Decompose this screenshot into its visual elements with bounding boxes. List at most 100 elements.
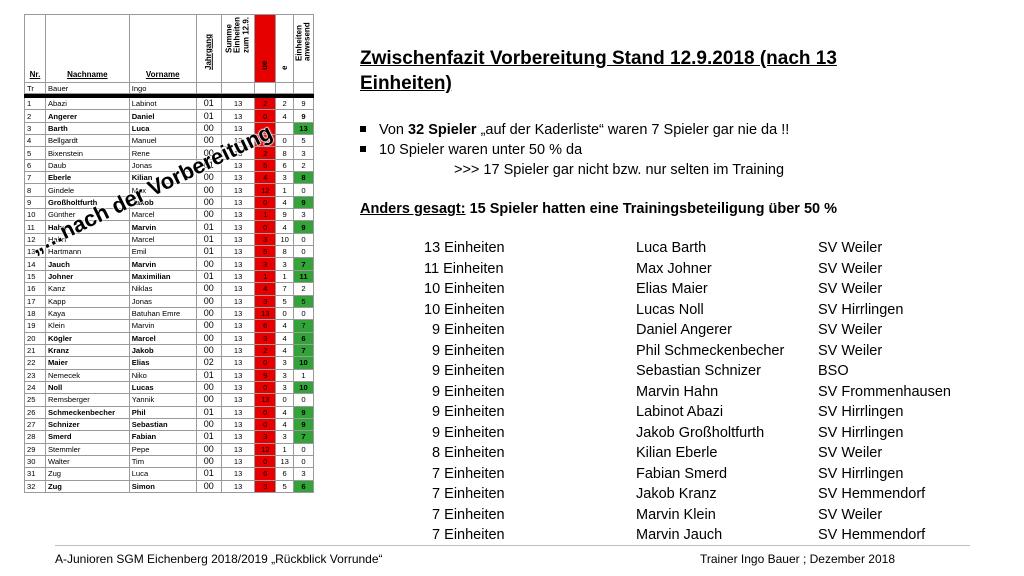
cell-nr: 6: [24, 158, 46, 173]
cell-vorname: Fabian: [128, 430, 197, 444]
cell-nr: 22: [24, 356, 46, 370]
cell-jahrgang: 00: [195, 121, 222, 136]
cell-vorname: Marvin: [128, 257, 197, 271]
cell-vorname: Yannik: [128, 393, 197, 407]
cell-nachname: Smerd: [44, 430, 130, 444]
best-club: SV Hirrlingen: [818, 404, 904, 420]
bullet-1-bold: 32 Spieler: [408, 122, 477, 138]
table-row: 3 Barth Luca 00 13 13: [24, 121, 314, 136]
table-row: 12 Hahn Marcel 01 13 3 10 0: [24, 232, 314, 247]
best-name: Lucas Noll: [636, 301, 704, 318]
best-name: Jakob Kranz: [636, 486, 717, 502]
cell-jahrgang: 00: [195, 134, 222, 148]
cell-vorname: Jonas: [128, 158, 197, 173]
best-name: Fabian Smerd: [636, 465, 728, 482]
cell-nr: 15: [24, 269, 46, 284]
list-item: 7 Einheiten Marvin Klein SV Weiler: [424, 505, 951, 526]
cell-anwesend: 6: [293, 479, 314, 494]
summary-prefix: Anders gesagt:: [360, 201, 466, 217]
table-row: 1 Abazi Labinot 01 13 2 2 9: [24, 96, 314, 111]
cell-vorname: Marcel: [128, 208, 197, 222]
cell-e: 1: [275, 269, 295, 284]
summary-line: Anders gesagt: 15 Spieler hatten eine Tr…: [360, 201, 837, 217]
cell-nachname: Hahn: [44, 232, 130, 247]
best-units: 13 Einheiten: [424, 240, 505, 256]
table-row: 9 Großholtfurth Jakob 00 13 0 4 9: [24, 195, 314, 210]
list-item: 13 Einheiten Luca Barth SV Weiler: [424, 238, 951, 259]
cell-jahrgang: 01: [195, 269, 222, 284]
cell-anwesend: 7: [293, 343, 314, 358]
cell-e: 4: [275, 319, 295, 333]
best-units: 9 Einheiten: [424, 383, 505, 400]
cell-nr: 20: [24, 331, 46, 345]
best-club: SV Weiler: [818, 281, 883, 297]
cell-jahrgang: 00: [195, 479, 222, 494]
cell-summe: 13: [220, 146, 256, 160]
cell-vorname: Niklas: [128, 282, 197, 296]
cell-jahrgang: 00: [195, 380, 222, 395]
cell-nachname: Johner: [44, 269, 130, 284]
cell-summe: 13: [220, 479, 256, 494]
header-nr: Nr.: [24, 14, 46, 83]
best-name: Elias Maier: [636, 281, 708, 297]
cell-e: 4: [275, 417, 295, 432]
cell-anwesend: 9: [293, 109, 314, 123]
cell-e: [275, 121, 295, 136]
cell-e: 4: [275, 405, 295, 419]
best-club: SV Weiler: [818, 260, 883, 277]
cell-nachname: Nemecek: [44, 368, 130, 382]
cell-vorname: Jakob: [128, 343, 197, 358]
cell-nachname: Kanz: [44, 282, 130, 296]
cell-jahrgang: 00: [195, 343, 222, 358]
cell-nachname: Kaya: [44, 306, 130, 321]
cell-anwesend: 9: [293, 417, 314, 432]
cell-e: 5: [275, 294, 295, 308]
cell-jahrgang: 00: [195, 442, 222, 456]
cell-e: 3: [275, 430, 295, 444]
cell-summe: 13: [220, 368, 256, 382]
cell-nr: 18: [24, 306, 46, 321]
cell-vorname: Jonas: [128, 294, 197, 308]
cell-jahrgang: 01: [195, 405, 222, 419]
cell-ue: 4: [254, 171, 277, 185]
list-item: 8 Einheiten Kilian Eberle SV Weiler: [424, 443, 951, 464]
cell-ue: 3: [254, 479, 277, 494]
cell-vorname: Jakob: [128, 195, 197, 210]
best-name: Marvin Jauch: [636, 527, 723, 543]
cell-ue: 3: [254, 294, 277, 308]
cell-jahrgang: 00: [195, 183, 222, 197]
cell-e: 3: [275, 368, 295, 382]
best-club: SV Hirrlingen: [818, 465, 904, 482]
cell-ue: 1: [254, 269, 277, 284]
cell-nr: 3: [24, 121, 46, 136]
cell-e: 3: [275, 356, 295, 370]
cell-ue: 2: [254, 343, 277, 358]
table-row: 30 Walter Tim 00 13 0 13 0: [24, 454, 314, 469]
best-units: 9 Einheiten: [424, 404, 505, 420]
cell-jahrgang: 00: [195, 171, 222, 185]
list-item: 9 Einheiten Daniel Angerer SV Weiler: [424, 320, 951, 341]
bullet-1-suffix: „auf der Kaderliste“ waren 7 Spieler gar…: [476, 122, 790, 138]
cell-e: 1: [275, 442, 295, 456]
cell-anwesend: 6: [293, 331, 314, 345]
bullet-square-icon: [360, 146, 366, 152]
cell-anwesend: 3: [293, 467, 314, 481]
cell-vorname: Marcel: [128, 232, 197, 247]
cell-nr: 12: [24, 232, 46, 247]
table-row: 15 Johner Maximilian 01 13 1 1 11: [24, 269, 314, 284]
table-row: 32 Zug Simon 00 13 3 5 6: [24, 479, 314, 494]
cell-nachname: Schnizer: [44, 417, 130, 432]
cell-summe: 13: [220, 454, 256, 469]
list-item: 7 Einheiten Marvin Jauch SV Hemmendorf: [424, 525, 951, 546]
cell-anwesend: 5: [293, 294, 314, 308]
cell-summe: 13: [220, 380, 256, 395]
cell-ue: 13: [254, 393, 277, 407]
cell-anwesend: 0: [293, 245, 314, 259]
table-row: 17 Kapp Jonas 00 13 3 5 5: [24, 294, 314, 308]
cell-e: 4: [275, 195, 295, 210]
best-club: SV Hirrlingen: [818, 301, 904, 318]
cell-anwesend: 3: [293, 208, 314, 222]
cell-summe: 13: [220, 171, 256, 185]
cell-nr: 4: [24, 134, 46, 148]
cell-summe: 13: [220, 232, 256, 247]
